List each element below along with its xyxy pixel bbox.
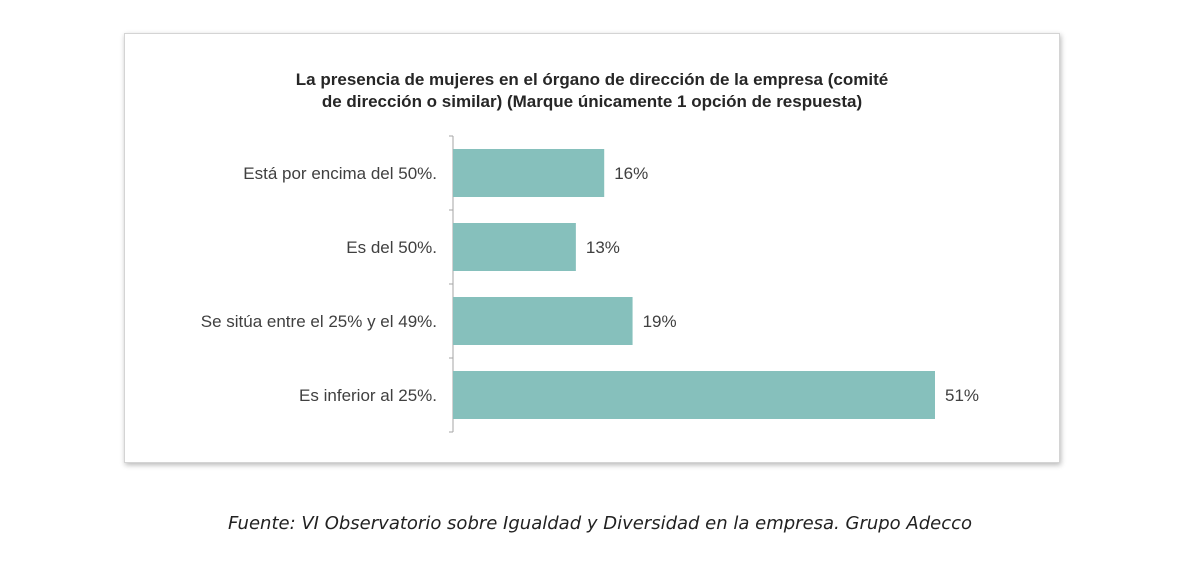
chart-title-line-1: La presencia de mujeres en el órgano de … (295, 70, 889, 89)
chart-title-line-2: de dirección o similar) (Marque únicamen… (321, 92, 863, 111)
data-label: 16% (614, 164, 648, 183)
bar (453, 223, 576, 271)
data-label: 51% (945, 386, 979, 405)
category-label: Es del 50%. (346, 238, 437, 257)
data-label: 19% (643, 312, 677, 331)
bar-chart: Está por encima del 50%. 16% Es del 50%. 13… (201, 135, 979, 433)
category-label: Se sitúa entre el 25% y el 49%. (201, 312, 437, 331)
category-label: Está por encima del 50%. (243, 164, 437, 183)
source-caption: Fuente: VI Observatorio sobre Igualdad y… (227, 513, 973, 534)
data-label: 13% (586, 238, 620, 257)
bar (453, 149, 605, 197)
bar (453, 297, 633, 345)
category-label: Es inferior al 25%. (299, 386, 437, 405)
bar (453, 371, 935, 419)
chart-card: La presencia de mujeres en el órgano de … (124, 33, 1060, 463)
